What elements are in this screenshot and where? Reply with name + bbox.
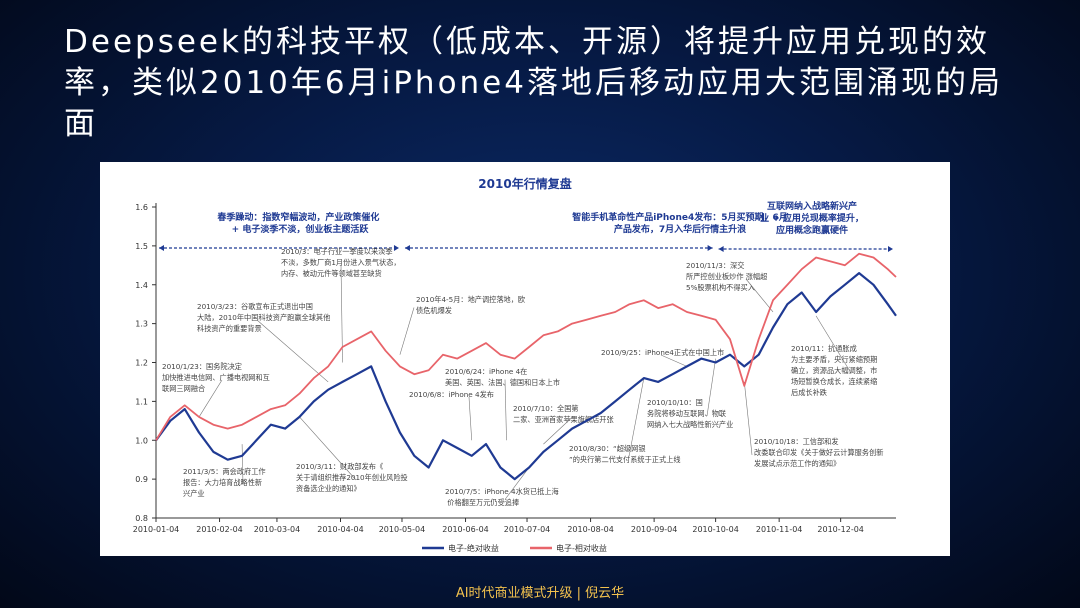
period-arrow-head-left (718, 246, 724, 252)
event-annotation-text: 2010/9/25：iPhone4正式在中国上市 (601, 348, 724, 357)
chart-title: 2010年行情复盘 (478, 176, 571, 191)
event-annotation-text: 2010/3/23：谷歌宣布正式退出中国大陆，2010年中国科技资产跑赢全球其他… (197, 302, 330, 333)
event-pointer-line (198, 379, 223, 418)
event-pointer-line (504, 379, 507, 441)
event-annotation-text: 2010/10/10：国务院将移动互联网、物联网纳入七大战略性新兴产业 (647, 398, 733, 429)
event-pointer-line (745, 278, 774, 313)
period-annotations: 春季躁动：指数窄幅波动，产业政策催化 + 电子淡季不淡，创业板主题活跃 智能手机革… (159, 200, 893, 252)
period-arrow-head-left (159, 245, 164, 251)
chart-card: 2010年行情复盘 0.8 0.9 1.0 1.1 1.2 1.3 1.4 1.5 1.6 201… (100, 162, 950, 556)
event-pointer-line (660, 354, 688, 367)
period-annotation-text: 互联网纳入战略新兴产业 + 应用兑现概率提升，应用概念跑赢硬件 (760, 200, 864, 236)
event-pointer-line (241, 444, 244, 486)
event-pointer-line (706, 358, 716, 417)
y-tick-label: 1.5 (135, 242, 148, 251)
period-arrow-head-right (707, 245, 713, 251)
event-annotation-text: 2010/10/18：工信部和发改委联合印发《关于做好云计算服务创新发展试点示范… (754, 437, 883, 468)
x-tick-label: 2010-04-04 (317, 525, 364, 534)
event-pointer-line (543, 416, 574, 445)
x-tick-label: 2010-11-04 (756, 525, 803, 534)
series-line-absolute (155, 272, 897, 481)
event-annotation-text: 2010/3/11：财政部发布《关于请组织推荐2010年创业风险投资备选企业的通… (296, 462, 408, 493)
x-tick-label: 2010-07-04 (504, 525, 550, 534)
legend-label-absolute: 电子-绝对收益 (448, 543, 499, 553)
x-tick-label: 2010-03-04 (254, 525, 301, 534)
event-annotation-text: 2010/8/30：“超级网银”的央行第二代支付系统于正式上线 (569, 444, 681, 464)
legend: 电子-绝对收益 电子-相对收益 (422, 543, 607, 553)
period-arrow-head-left (404, 245, 410, 251)
event-annotation-text: 2011/3/5：两会政府工作报告：大力培育战略性新兴产业 (183, 467, 266, 498)
event-annotation-text: 2010/1/23：国务院决定加快推进电信网、广播电视网和互联网三网融合 (162, 362, 270, 393)
period-arrow-head-right (393, 245, 399, 251)
series-lines (155, 252, 897, 481)
event-pointer-line (744, 381, 753, 456)
event-pointer-line (256, 319, 329, 383)
period-annotation-text: 春季躁动：指数窄幅波动，产业政策催化 + 电子淡季不淡，创业板主题活跃 (216, 211, 382, 235)
y-tick-label: 1.0 (135, 436, 148, 445)
x-tick-label: 2010-09-04 (631, 525, 678, 534)
y-tick-label: 1.2 (135, 359, 148, 368)
event-pointer-line (468, 396, 472, 441)
x-tick-label: 2010-02-04 (196, 525, 243, 534)
x-tick-label: 2010-01-04 (133, 525, 180, 534)
y-tick-label: 1.6 (135, 203, 148, 212)
event-pointer-line (399, 307, 415, 355)
y-tick-label: 0.8 (135, 514, 148, 523)
x-tick-label: 2010-12-04 (817, 525, 864, 534)
event-pointer-line (815, 315, 852, 374)
x-tick-label: 2010-06-04 (442, 525, 489, 534)
y-tick-label: 1.4 (135, 281, 148, 290)
x-tick-label: 2010-10-04 (692, 525, 739, 534)
slide-title: Deepseek的科技平权（低成本、开源）将提升应用兑现的效率，类似2010年6… (64, 24, 1003, 142)
event-annotations: 2010/1/23：国务院决定加快推进电信网、广播电视网和互联网三网融合 2010… (162, 247, 883, 507)
event-annotation-text: 2010年4-5月：地产调控落地，欧债危机爆发 (416, 295, 525, 315)
y-tick-label: 1.3 (135, 320, 148, 329)
period-arrow-head-right (888, 246, 893, 252)
event-pointer-line (504, 467, 530, 500)
event-annotation-text: 2010/6/8：iPhone 4发布 (409, 390, 494, 399)
event-annotation-text: 2010/11：抗通胀成为主要矛盾，央行紧缩预期确立，资源品大幅调整，市场短暂换… (791, 344, 877, 397)
event-annotation-text: 2010/7/10：全国第二家、亚洲首家苹果旗舰店开张 (513, 404, 614, 424)
y-tick-label: 1.1 (135, 397, 148, 406)
event-annotation-text: 2010/6/24：iPhone 4在美国、英国、法国、德国和日本上市 (445, 367, 560, 387)
slide-footer: AI时代商业模式升级 | 倪云华 (455, 586, 625, 601)
y-tick-label: 0.9 (135, 475, 148, 484)
event-pointer-line (628, 377, 645, 457)
x-tick-label: 2010-08-04 (567, 525, 614, 534)
period-annotation-text: 智能手机革命性产品iPhone4发布：5月买预期，6月产品发布，7月入华后行情主… (572, 211, 788, 235)
event-pointer-line (299, 416, 357, 481)
chart-canvas: 2010年行情复盘 0.8 0.9 1.0 1.1 1.2 1.3 1.4 1.5 1.6 201… (133, 176, 897, 553)
event-annotation-text: 2010/7/5：iPhone 4水货已抵上海 价格翻至万元仍受追捧 (445, 487, 559, 507)
x-tick-label: 2010-05-04 (379, 525, 426, 534)
event-annotation-text: 2010/3：电子行业一季度以来淡季不淡，多数厂商1月份进入景气状态，内存、被动… (281, 247, 401, 278)
series-line-relative (155, 252, 897, 441)
axes: 0.8 0.9 1.0 1.1 1.2 1.3 1.4 1.5 1.6 2010-01-04 201… (133, 203, 896, 534)
event-annotation-text: 2010/11/3：深交所严控创业板炒作 涨幅超 5%股票机构不得买入 (686, 261, 767, 292)
legend-label-relative: 电子-相对收益 (556, 543, 607, 553)
